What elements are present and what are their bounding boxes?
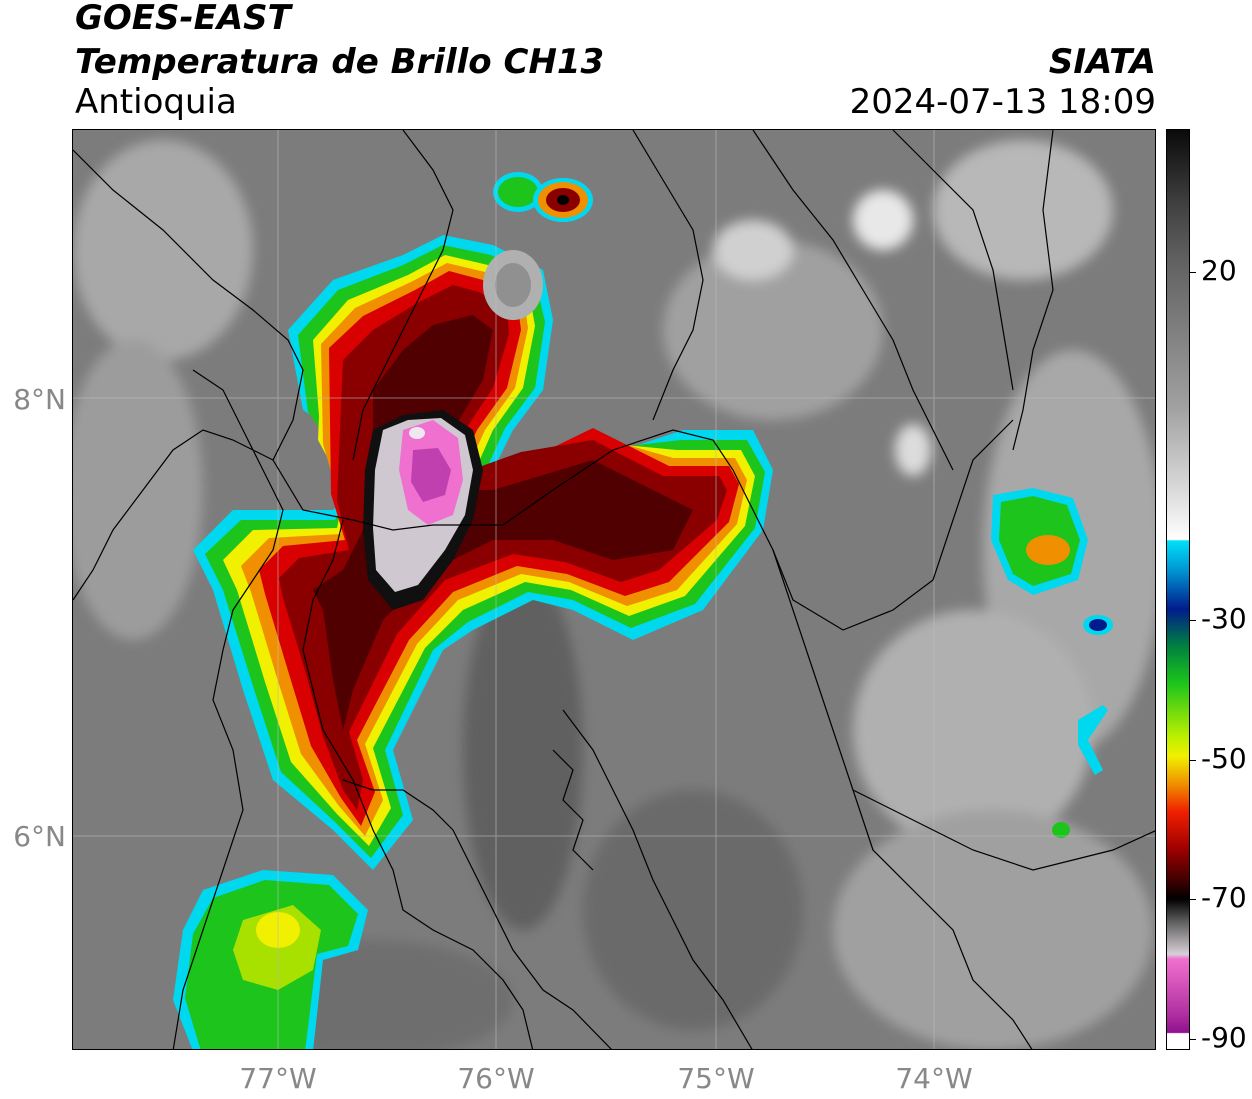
lon-label-77w: 77°W bbox=[239, 1062, 317, 1095]
colorbar-label-minus30: -30 bbox=[1201, 602, 1247, 635]
storm-east-cells bbox=[991, 488, 1113, 838]
background-clouds bbox=[73, 140, 1155, 1049]
colorbar-label-minus50: -50 bbox=[1201, 742, 1247, 775]
political-boundaries bbox=[73, 130, 1155, 1049]
storm-core bbox=[363, 410, 483, 610]
colorbar-label-minus70: -70 bbox=[1201, 881, 1247, 914]
lat-label-6n: 6°N bbox=[13, 820, 66, 853]
organization-label: SIATA bbox=[1048, 42, 1156, 82]
storm-north-cells bbox=[493, 172, 593, 222]
colorbar-tick bbox=[1190, 620, 1196, 621]
lon-label-75w: 75°W bbox=[677, 1062, 755, 1095]
satellite-map bbox=[72, 129, 1156, 1050]
lon-label-76w: 76°W bbox=[457, 1062, 535, 1095]
colorbar-tick bbox=[1190, 899, 1196, 900]
colorbar-tick bbox=[1190, 760, 1196, 761]
gridlines bbox=[73, 130, 1155, 1049]
timestamp-label: 2024-07-13 18:09 bbox=[849, 82, 1156, 122]
colorbar-label-minus90: -90 bbox=[1201, 1021, 1247, 1054]
colorbar-tick bbox=[1190, 1039, 1196, 1040]
colorbar-tick bbox=[1190, 272, 1196, 273]
satellite-title: GOES-EAST bbox=[75, 0, 291, 38]
lat-label-8n: 8°N bbox=[13, 383, 66, 416]
product-title: Temperatura de Brillo CH13 bbox=[75, 42, 605, 82]
colorbar-label-20: 20 bbox=[1201, 254, 1237, 287]
lon-label-74w: 74°W bbox=[895, 1062, 973, 1095]
region-label: Antioquia bbox=[75, 82, 237, 122]
colorbar bbox=[1166, 129, 1190, 1050]
